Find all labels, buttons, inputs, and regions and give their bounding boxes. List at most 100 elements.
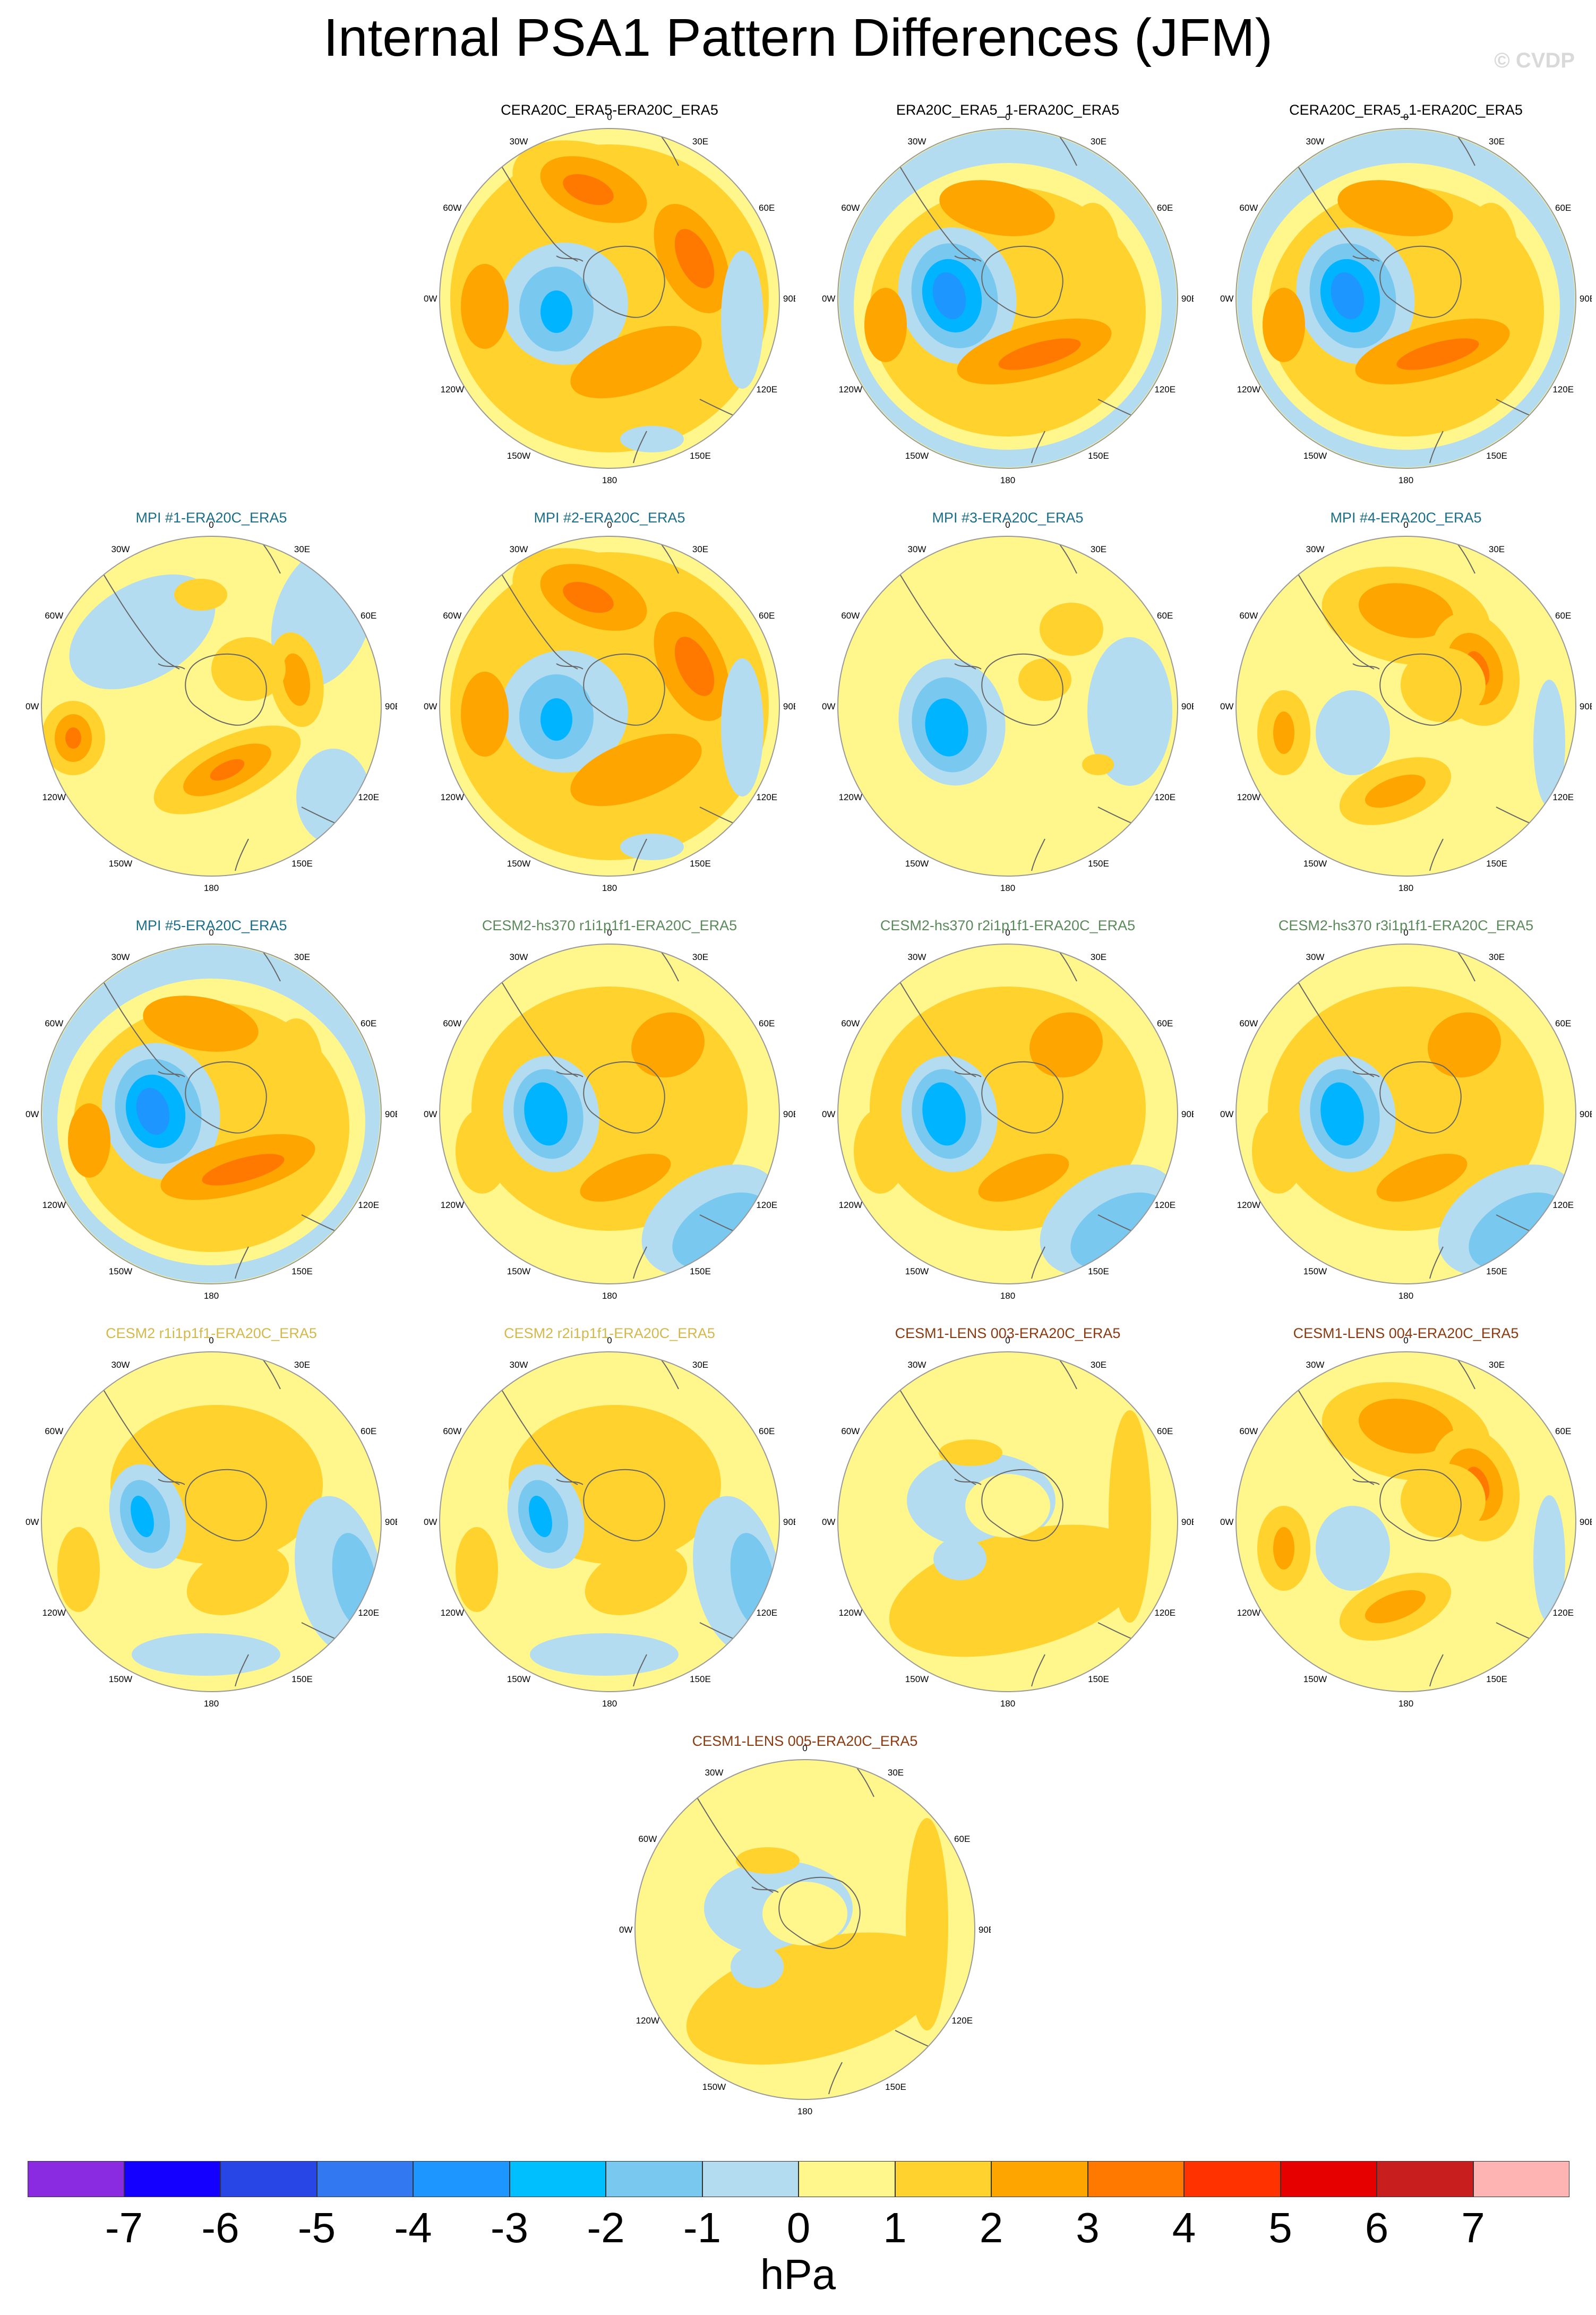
south-america-coastline: [896, 975, 976, 1077]
contour-region: [570, 325, 702, 399]
longitude-label: 120E: [756, 1200, 777, 1210]
colorbar-tick-label: 2: [979, 2204, 1003, 2251]
longitude-label: 150E: [690, 451, 711, 461]
panel-title: CESM2-hs370 r2i1p1f1-ERA20C_ERA5: [880, 918, 1136, 933]
contour-region: [563, 174, 614, 205]
map-border: [1235, 128, 1576, 469]
longitude-label: 30W: [908, 544, 926, 554]
longitude-label: 0: [209, 1335, 213, 1345]
longitude-label: 90W: [25, 701, 39, 711]
longitude-label: 150W: [507, 451, 530, 461]
contour-region: [143, 996, 259, 1052]
longitude-label: 180: [1398, 1699, 1413, 1709]
longitude-label: 180: [204, 883, 219, 893]
longitude-label: 180: [1000, 475, 1015, 485]
longitude-label: 120W: [839, 1200, 862, 1210]
longitude-label: 60E: [1157, 1018, 1173, 1028]
contour-region: [965, 1474, 1050, 1538]
contour-region: [674, 637, 715, 696]
contour-region: [736, 1847, 800, 1874]
contour-region: [1273, 711, 1294, 754]
longitude-label: 60E: [361, 611, 376, 621]
map-border: [837, 944, 1178, 1284]
longitude-label: 90E: [783, 1517, 795, 1527]
contour-region: [570, 733, 702, 807]
longitude-label: 150W: [507, 1266, 530, 1276]
contour-region: [1417, 235, 1501, 298]
longitude-label: 150E: [291, 1674, 313, 1684]
colorbar-tick-label: 5: [1268, 2204, 1292, 2251]
contour-region: [585, 1545, 688, 1615]
polar-map: 0 30E 60E 90E 120E 150E 180 150W 120W 90W 60W 30W: [25, 520, 397, 893]
longitude-label: 150W: [109, 1266, 132, 1276]
longitude-label: 180: [602, 883, 617, 893]
map-border: [41, 1351, 382, 1692]
longitude-label: 90E: [1580, 1109, 1592, 1119]
south-america-coastline: [1294, 1383, 1375, 1485]
contour-region: [1376, 1153, 1468, 1202]
longitude-label: 180: [602, 1699, 617, 1709]
contour-region: [1428, 1012, 1501, 1078]
antarctica-coastline: [954, 245, 1063, 318]
longitude-label: 30W: [1306, 1360, 1325, 1370]
longitude-label: 120W: [839, 1608, 862, 1618]
longitude-label: 0: [607, 112, 612, 122]
contour-region: [1533, 1495, 1565, 1623]
map-panel: 0 30E 60E 90E 120E 150E 180 150W 120W 90W 60W 30W CE…: [1220, 918, 1592, 1310]
contour-region: [1029, 1012, 1103, 1078]
longitude-label: 120W: [441, 384, 464, 395]
longitude-label: 180: [1000, 1699, 1015, 1709]
longitude-label: 90E: [385, 701, 397, 711]
longitude-label: 60W: [841, 1018, 860, 1028]
contour-region: [136, 1087, 170, 1135]
longitude-label: 90E: [783, 1109, 795, 1119]
contour-region: [524, 1082, 568, 1146]
longitude-label: 90W: [822, 1109, 835, 1119]
colorbar-box: [509, 2161, 606, 2197]
map-panel: 0 30E 60E 90E 120E 150E 180 150W 120W 90W 60W 30W MP…: [424, 510, 795, 903]
colorbar-box: [606, 2161, 702, 2197]
longitude-label: 90W: [1220, 1109, 1233, 1119]
panel-title: CESM1-LENS 003-ERA20C_ERA5: [895, 1325, 1121, 1341]
longitude-label: 60W: [45, 1426, 63, 1436]
longitude-label: 150W: [109, 1674, 132, 1684]
longitude-label: 180: [1000, 883, 1015, 893]
antarctica-coastline: [954, 1469, 1063, 1541]
longitude-label: 120E: [1552, 1200, 1574, 1210]
longitude-label: 120E: [358, 1200, 379, 1210]
longitude-label: 150W: [905, 1674, 929, 1684]
longitude-label: 90E: [1181, 294, 1194, 304]
contour-region: [998, 338, 1081, 370]
longitude-label: 30E: [1489, 544, 1505, 554]
longitude-label: 0: [607, 1335, 612, 1345]
longitude-label: 120W: [1237, 792, 1260, 802]
longitude-label: 120E: [756, 792, 777, 802]
figure-title: Internal PSA1 Pattern Differences (JFM): [323, 8, 1273, 67]
contour-region: [1263, 288, 1305, 362]
contour-region: [211, 637, 286, 701]
longitude-label: 90E: [979, 1925, 991, 1935]
polar-map: 0 30E 60E 90E 120E 150E 180 150W 120W 90W 60W 30W: [822, 928, 1194, 1301]
map-panel: 0 30E 60E 90E 120E 150E 180 150W 120W 90W 60W 30W CE…: [822, 918, 1194, 1310]
longitude-label: 0: [1403, 520, 1408, 530]
contour-region: [461, 672, 509, 757]
longitude-label: 60E: [1555, 203, 1571, 213]
polar-map: 0 30E 60E 90E 120E 150E 180 150W 120W 90W 60W 30W: [25, 1335, 397, 1709]
polar-map: 0 30E 60E 90E 120E 150E 180 150W 120W 90W 60W 30W: [1220, 112, 1592, 485]
contour-region: [1533, 680, 1565, 807]
colorbar-box: [1087, 2161, 1184, 2197]
colorbar-tick-label: 4: [1172, 2204, 1196, 2251]
longitude-label: 150W: [507, 859, 530, 869]
colorbar-tick-label: 0: [786, 2204, 811, 2251]
contour-region: [580, 1153, 671, 1202]
longitude-label: 30E: [1489, 1360, 1505, 1370]
contour-region: [1316, 690, 1390, 775]
colorbar-tick-label: -1: [683, 2204, 722, 2251]
polar-map: 0 30E 60E 90E 120E 150E 180 150W 120W 90W 60W 30W: [424, 1335, 795, 1709]
contour-region: [906, 1818, 948, 2030]
colorbar-tick-label: -7: [105, 2204, 143, 2251]
longitude-label: 60W: [45, 1018, 63, 1028]
polar-map: 0 30E 60E 90E 120E 150E 180 150W 120W 90W 60W 30W: [424, 112, 795, 485]
longitude-label: 150E: [1486, 451, 1507, 461]
longitude-label: 30W: [111, 952, 130, 962]
